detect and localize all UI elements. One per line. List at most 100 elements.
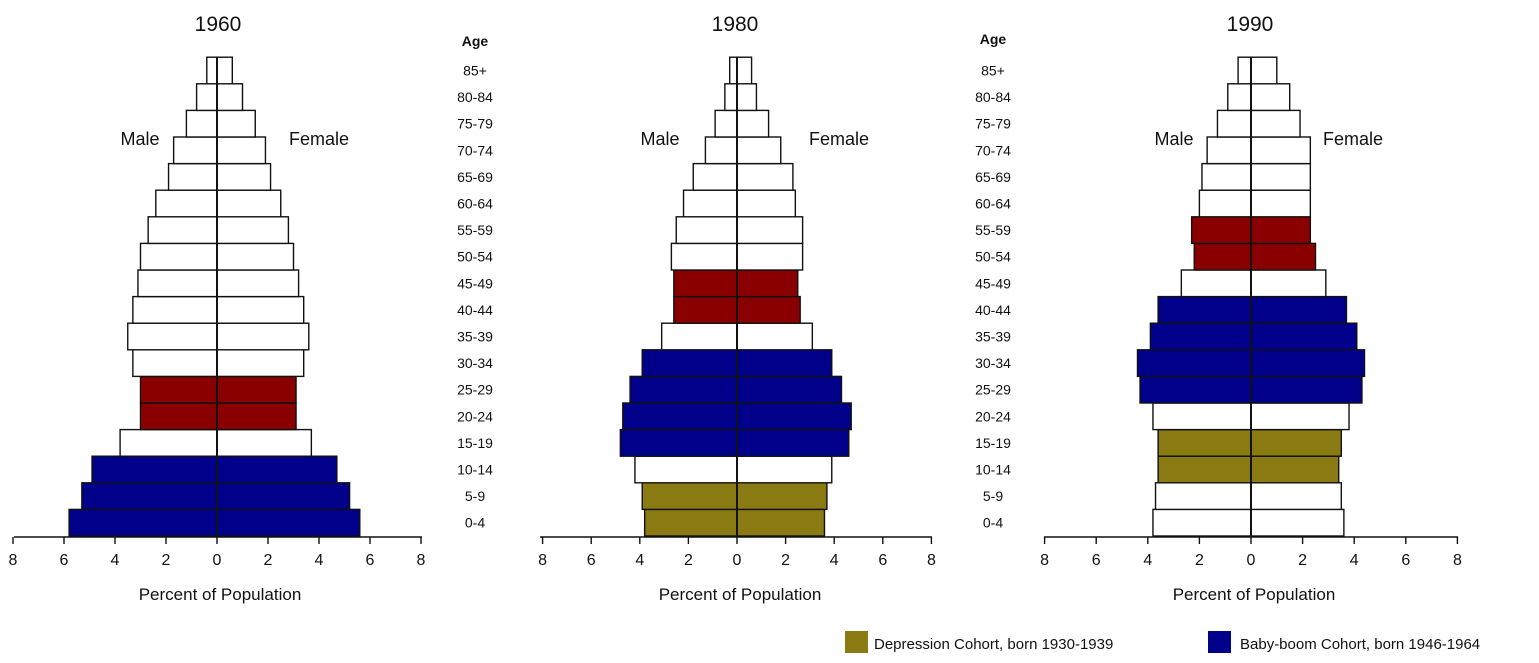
female-bar-50-54 [736, 242, 804, 271]
age-label: 50-54 [975, 249, 1011, 265]
male-bar-35-39 [1149, 322, 1252, 351]
male-bar-5-9 [1154, 482, 1252, 511]
female-bar-75-79 [736, 109, 770, 138]
female-label: Female [809, 129, 869, 149]
female-label: Female [289, 129, 349, 149]
male-bar-45-49 [673, 269, 738, 298]
x-tick-label: 4 [1350, 552, 1359, 569]
legend-label: Depression Cohort, born 1930-1939 [874, 636, 1113, 653]
x-tick-label: 4 [111, 552, 120, 569]
male-bar-85+ [206, 56, 218, 85]
legend-label: Baby-boom Cohort, born 1946-1964 [1240, 636, 1480, 653]
male-bar-15-19 [1157, 428, 1252, 457]
female-bar-25-29 [1250, 375, 1363, 404]
female-bar-20-24 [1250, 402, 1350, 431]
age-label: 55-59 [975, 222, 1011, 238]
female-bar-60-64 [1250, 189, 1312, 218]
x-tick-label: 8 [927, 552, 936, 569]
male-bar-75-79 [185, 109, 218, 138]
chart-title: 1990 [1227, 13, 1274, 36]
female-bar-65-69 [736, 162, 794, 191]
female-bar-70-74 [216, 136, 267, 165]
x-tick-label: 0 [213, 552, 222, 569]
x-tick-label: 2 [1298, 552, 1307, 569]
female-bar-80-84 [736, 83, 758, 112]
female-bar-75-79 [1250, 109, 1301, 138]
male-bar-80-84 [1227, 83, 1252, 112]
male-bar-80-84 [195, 83, 218, 112]
male-bar-10-14 [91, 455, 218, 484]
female-bar-5-9 [216, 482, 351, 511]
female-bar-10-14 [1250, 455, 1340, 484]
male-bar-45-49 [137, 269, 218, 298]
female-bar-25-29 [736, 375, 843, 404]
legend-swatch [845, 631, 868, 653]
age-label: 15-19 [975, 435, 1011, 451]
male-bar-30-34 [132, 349, 218, 378]
age-label: 55-59 [457, 222, 493, 238]
age-label: 0-4 [465, 515, 485, 531]
x-tick-label: 8 [1453, 552, 1462, 569]
male-bar-70-74 [704, 136, 738, 165]
age-label: 65-69 [457, 169, 493, 185]
male-bar-60-64 [1198, 189, 1252, 218]
age-label: 20-24 [457, 408, 493, 424]
x-tick-label: 2 [1195, 552, 1204, 569]
chart-title: 1980 [712, 13, 759, 36]
male-bar-75-79 [1216, 109, 1252, 138]
male-bar-5-9 [641, 482, 738, 511]
x-tick-label: 6 [60, 552, 69, 569]
female-bar-20-24 [216, 402, 297, 431]
male-bar-85+ [729, 56, 738, 85]
male-bar-55-59 [675, 216, 738, 245]
age-label: 45-49 [975, 275, 1011, 291]
male-bar-70-74 [1206, 136, 1252, 165]
age-label: 15-19 [457, 435, 493, 451]
female-bar-55-59 [216, 216, 290, 245]
age-axis-header: Age [462, 33, 489, 49]
female-bar-15-19 [1250, 428, 1343, 457]
male-bar-20-24 [1152, 402, 1252, 431]
female-bar-30-34 [736, 349, 833, 378]
female-bar-5-9 [736, 482, 828, 511]
male-bar-60-64 [155, 189, 218, 218]
female-bar-30-34 [216, 349, 305, 378]
female-bar-0-4 [216, 508, 361, 537]
female-bar-30-34 [1250, 349, 1366, 378]
female-bar-70-74 [736, 136, 782, 165]
female-bar-70-74 [1250, 136, 1312, 165]
female-bar-45-49 [1250, 269, 1327, 298]
x-tick-label: 6 [587, 552, 596, 569]
male-bar-10-14 [1157, 455, 1252, 484]
chart-title: 1960 [195, 13, 242, 36]
female-bar-85+ [736, 56, 753, 85]
age-label: 70-74 [975, 142, 1011, 158]
x-tick-label: 0 [733, 552, 742, 569]
x-tick-label: 6 [878, 552, 887, 569]
age-label: 0-4 [983, 515, 1003, 531]
age-label: 35-39 [457, 329, 493, 345]
x-tick-label: 0 [1247, 552, 1256, 569]
female-bar-0-4 [736, 508, 826, 537]
x-axis-label: Percent of Population [659, 585, 822, 604]
x-tick-label: 6 [1092, 552, 1101, 569]
male-bar-50-54 [670, 242, 738, 271]
female-bar-60-64 [736, 189, 797, 218]
female-bar-65-69 [216, 162, 272, 191]
male-bar-5-9 [81, 482, 218, 511]
x-tick-label: 6 [366, 552, 375, 569]
male-bar-35-39 [660, 322, 738, 351]
age-label: 45-49 [457, 275, 493, 291]
female-bar-40-44 [216, 295, 305, 324]
age-label: 70-74 [457, 142, 493, 158]
female-bar-35-39 [216, 322, 310, 351]
male-bar-65-69 [1201, 162, 1252, 191]
male-bar-35-39 [127, 322, 218, 351]
male-bar-60-64 [682, 189, 738, 218]
female-bar-15-19 [216, 428, 313, 457]
x-tick-label: 2 [781, 552, 790, 569]
male-bar-40-44 [673, 295, 738, 324]
female-bar-40-44 [1250, 295, 1348, 324]
female-bar-10-14 [216, 455, 338, 484]
